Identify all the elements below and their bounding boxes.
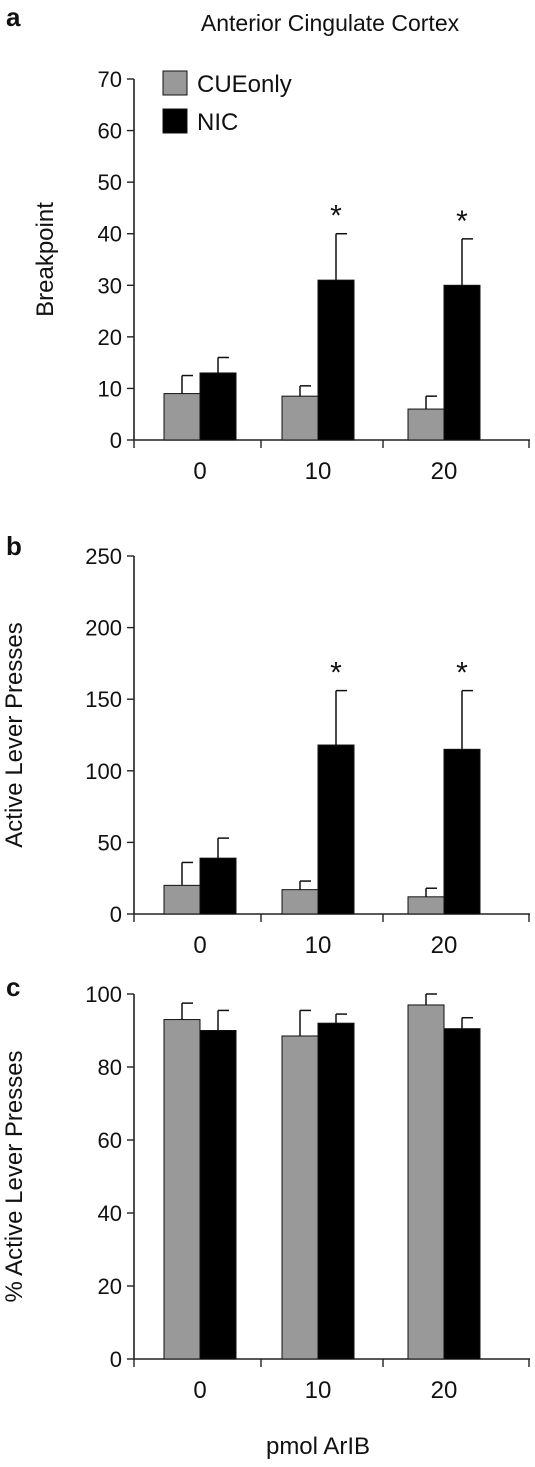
y-tick-label: 0 xyxy=(110,902,122,927)
x-tick-label: 0 xyxy=(193,1377,206,1404)
x-tick-label: 20 xyxy=(431,932,458,959)
bar-CUEonly-0 xyxy=(163,1019,201,1360)
y-tick-label: 20 xyxy=(98,1274,122,1299)
bar-NIC-0 xyxy=(199,372,237,441)
y-tick-label: 20 xyxy=(98,325,122,350)
y-tick-label: 60 xyxy=(98,1128,122,1153)
significance-marker: * xyxy=(456,205,468,238)
y-tick-label: 100 xyxy=(85,759,122,784)
bar-CUEonly-10 xyxy=(281,1035,319,1360)
y-tick-label: 50 xyxy=(98,830,122,855)
y-axis-label: % Active Lever Presses xyxy=(1,1050,28,1302)
bar-NIC-0 xyxy=(199,1030,237,1360)
figure-title: Anterior Cingulate Cortex xyxy=(201,10,460,36)
legend-label-CUEonly: CUEonly xyxy=(197,71,292,98)
x-tick-label: 20 xyxy=(431,1377,458,1404)
x-tick-label: 0 xyxy=(193,458,206,485)
y-tick-label: 0 xyxy=(110,428,122,453)
chart-panel-b: b 0 50 100 150 200 250 0 10 20 Active Lever Presse… xyxy=(1,531,530,959)
panel-label-b: b xyxy=(6,531,22,561)
bar-CUEonly-0 xyxy=(163,393,201,441)
bar-NIC-20 xyxy=(443,748,481,915)
chart-panel-a: a 0 10 20 30 40 50 60 70 0 10 20 Breakpoint * * xyxy=(6,2,530,485)
bar-NIC-20 xyxy=(443,1028,481,1360)
significance-marker: * xyxy=(330,200,342,233)
y-tick-label: 80 xyxy=(98,1055,122,1080)
legend-label-NIC: NIC xyxy=(197,109,238,136)
bar-CUEonly-20 xyxy=(407,408,445,441)
y-tick-label: 250 xyxy=(85,544,122,569)
bar-CUEonly-20 xyxy=(407,1004,445,1360)
y-axis-label: Breakpoint xyxy=(32,202,59,317)
y-tick-label: 100 xyxy=(85,982,122,1007)
bar-CUEonly-20 xyxy=(407,896,445,915)
legend-swatch-CUEonly xyxy=(162,70,188,96)
chart-panel-c: c 0 20 40 60 80 100 0 10 20 % Active Lever Presses xyxy=(1,972,530,1404)
panel-label-a: a xyxy=(6,2,21,32)
bar-CUEonly-10 xyxy=(281,395,319,441)
y-tick-label: 200 xyxy=(85,616,122,641)
bar-NIC-10 xyxy=(317,279,355,441)
bar-NIC-0 xyxy=(199,857,237,915)
significance-marker: * xyxy=(456,657,468,690)
x-tick-label: 10 xyxy=(305,458,332,485)
y-tick-label: 30 xyxy=(98,273,122,298)
y-tick-label: 60 xyxy=(98,119,122,144)
bar-NIC-10 xyxy=(317,744,355,915)
y-axis-label: Active Lever Presses xyxy=(1,622,28,847)
bar-CUEonly-0 xyxy=(163,884,201,915)
x-axis-label: pmol ArIB xyxy=(266,1433,370,1460)
legend-swatch-NIC xyxy=(162,108,188,134)
x-tick-label: 10 xyxy=(305,1377,332,1404)
significance-marker: * xyxy=(330,657,342,690)
y-tick-label: 70 xyxy=(98,67,122,92)
x-tick-label: 10 xyxy=(305,932,332,959)
y-tick-label: 40 xyxy=(98,222,122,247)
legend: CUEonly NIC xyxy=(162,70,292,136)
y-tick-label: 150 xyxy=(85,687,122,712)
bar-CUEonly-10 xyxy=(281,889,319,915)
x-tick-label: 20 xyxy=(431,458,458,485)
y-tick-label: 50 xyxy=(98,170,122,195)
y-tick-label: 0 xyxy=(110,1347,122,1372)
y-tick-label: 40 xyxy=(98,1201,122,1226)
y-tick-label: 10 xyxy=(98,376,122,401)
x-tick-label: 0 xyxy=(193,932,206,959)
bar-NIC-10 xyxy=(317,1022,355,1360)
panel-label-c: c xyxy=(6,972,20,1002)
bar-NIC-20 xyxy=(443,284,481,441)
